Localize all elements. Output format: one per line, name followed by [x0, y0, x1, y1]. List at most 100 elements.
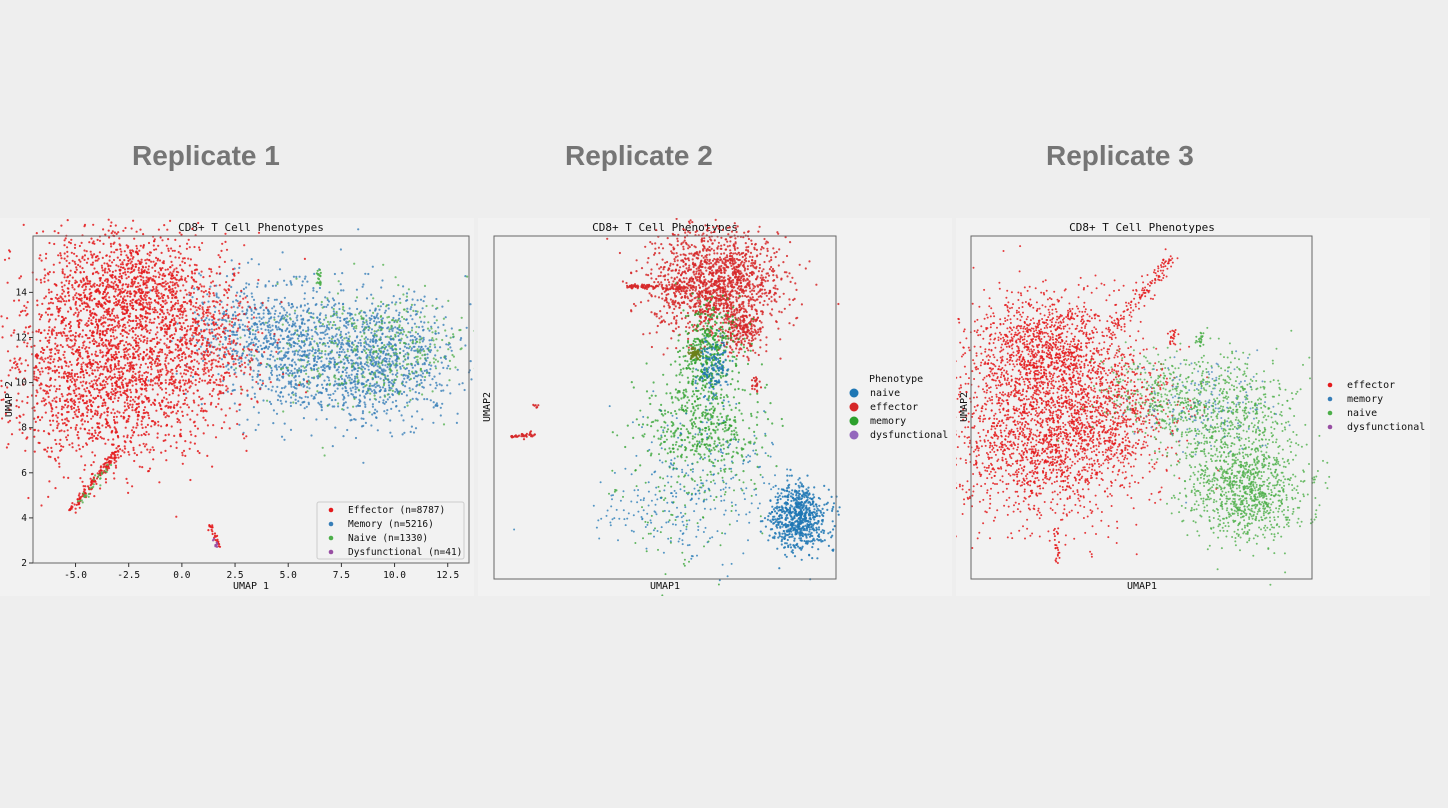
scatter-point [140, 268, 143, 271]
scatter-point [112, 335, 115, 338]
scatter-point [64, 295, 67, 298]
scatter-point [90, 417, 93, 420]
scatter-point [304, 391, 308, 394]
scatter-point [102, 297, 105, 300]
scatter-point [193, 287, 196, 290]
scatter-point [406, 357, 410, 360]
scatter-point [96, 326, 100, 330]
scatter-point [121, 287, 124, 290]
scatter-point [394, 390, 397, 393]
scatter-point [105, 293, 108, 296]
scatter-point [169, 401, 173, 404]
scatter-point [171, 249, 174, 252]
scatter-point [277, 394, 280, 397]
scatter-point [353, 325, 356, 329]
scatter-point [145, 371, 148, 374]
scatter-point [50, 330, 53, 333]
scatter-point [269, 354, 272, 357]
scatter-point [79, 260, 82, 263]
scatter-point [46, 332, 50, 335]
scatter-point [316, 316, 319, 319]
scatter-point [126, 394, 129, 397]
scatter-point [118, 275, 121, 278]
scatter-point [315, 418, 318, 421]
scatter-point [392, 383, 395, 386]
scatter-point [325, 328, 328, 331]
scatter-point [335, 369, 338, 372]
scatter-point [55, 420, 59, 423]
scatter-point [423, 369, 426, 372]
scatter-point [95, 345, 99, 348]
scatter-point [104, 380, 108, 383]
scatter-point [22, 413, 25, 416]
scatter-point [287, 380, 290, 383]
scatter-point [158, 359, 161, 362]
scatter-point [447, 348, 450, 351]
scatter-point [62, 476, 65, 479]
scatter-point [42, 430, 46, 433]
scatter-point [374, 324, 377, 327]
scatter-point [150, 357, 153, 360]
scatter-point [85, 406, 88, 409]
scatter-point [69, 334, 72, 337]
scatter-point [259, 323, 262, 326]
scatter-point [281, 395, 285, 398]
scatter-point [112, 408, 115, 411]
scatter-point [160, 408, 163, 411]
scatter-point [298, 349, 301, 352]
scatter-point [122, 386, 125, 389]
scatter-point [374, 408, 377, 411]
scatter-point [149, 297, 152, 301]
scatter-point [210, 401, 213, 404]
scatter-point [177, 419, 181, 422]
scatter-point [346, 359, 349, 362]
scatter-point [215, 295, 218, 298]
scatter-point [384, 369, 387, 372]
scatter-point [175, 441, 178, 444]
scatter-point [280, 329, 283, 332]
scatter-point [384, 309, 387, 312]
scatter-point [341, 408, 344, 411]
scatter-point [113, 320, 116, 323]
scatter-point [43, 448, 46, 451]
scatter-point [129, 312, 132, 315]
scatter-point [458, 383, 461, 386]
scatter-point [346, 350, 349, 353]
scatter-point [363, 401, 366, 404]
scatter-point [374, 307, 377, 310]
scatter-point [113, 295, 116, 298]
scatter-point [139, 380, 142, 383]
scatter-point [175, 270, 178, 273]
scatter-point [104, 401, 107, 404]
scatter-point [407, 363, 410, 366]
scatter-point [253, 303, 256, 306]
scatter-point [329, 393, 332, 396]
scatter-point [213, 310, 217, 313]
scatter-point [135, 247, 139, 250]
scatter-point [114, 388, 117, 391]
scatter-point [177, 251, 180, 254]
scatter-point [43, 280, 46, 283]
scatter-point [90, 464, 93, 467]
scatter-point [122, 391, 125, 394]
scatter-point [278, 379, 281, 382]
scatter-point [295, 277, 298, 280]
scatter-point [396, 372, 399, 375]
scatter-point [138, 370, 141, 373]
scatter-point [276, 378, 279, 381]
scatter-point [63, 332, 66, 335]
scatter-point [113, 363, 117, 366]
scatter-point [181, 462, 184, 465]
scatter-point [280, 387, 284, 390]
scatter-point [127, 332, 130, 335]
scatter-point [215, 293, 218, 297]
scatter-point [124, 271, 127, 274]
scatter-point [174, 321, 177, 324]
scatter-point [65, 361, 68, 364]
scatter-point [420, 337, 423, 340]
scatter-point [144, 259, 147, 262]
scatter-point [251, 375, 254, 378]
scatter-point [125, 331, 128, 334]
scatter-point [50, 297, 54, 301]
scatter-point [369, 382, 372, 385]
